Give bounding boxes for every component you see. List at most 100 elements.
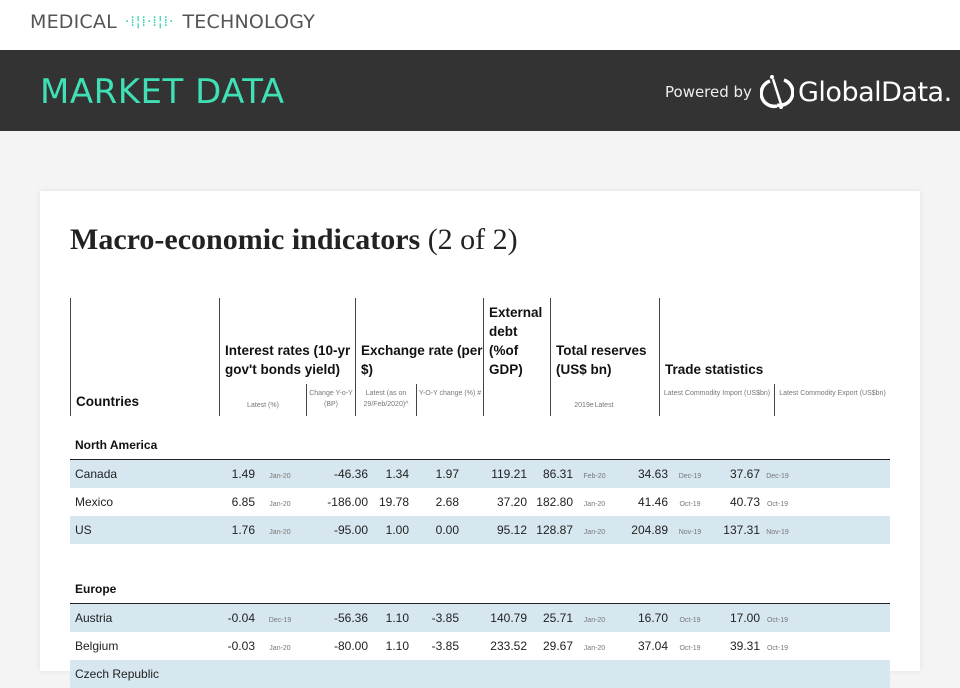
cell-exchange-yoy: -3.85: [431, 611, 459, 625]
subheader: Latest (%): [247, 402, 279, 409]
cell-interest-change: -186.00: [327, 495, 368, 509]
cell-exchange-yoy: -3.85: [431, 639, 459, 653]
section-header: Europe: [70, 560, 890, 604]
cell-country: Belgium: [75, 639, 119, 653]
cell-import: 41.46: [637, 495, 668, 509]
logo-text-right: TECHNOLOGY: [182, 11, 316, 33]
cell-external-debt: [459, 660, 527, 688]
cell-reserves: 128.87: [536, 523, 573, 537]
cell-external-debt: 233.52: [490, 639, 527, 653]
cell-export-date: Dec-19: [766, 473, 789, 480]
cell-interest-date: [255, 660, 305, 688]
cell-import-date: Oct-19: [679, 645, 701, 652]
subheader: Latest Commodity Export (US$bn): [779, 390, 886, 397]
cell-import: 34.63: [637, 467, 668, 481]
cell-export-date: Oct-19: [766, 501, 788, 508]
cell-exchange-yoy: 0.00: [435, 523, 459, 537]
cell-import-date: Dec-19: [678, 473, 702, 480]
dna-icon: ·⁞¦⁞·⁞¦⁞·: [124, 14, 175, 30]
cell-external-debt: 140.79: [490, 611, 527, 625]
cell-export-date: Oct-19: [766, 645, 788, 652]
market-data-banner: MARKET DATA Powered by GlobalData.: [0, 50, 960, 131]
cell-export: 39.31: [729, 639, 760, 653]
subheader: Latest: [594, 402, 614, 409]
cell-interest-latest: [219, 660, 255, 688]
cell-export: 40.73: [729, 495, 760, 509]
cell-import: 204.89: [631, 523, 668, 537]
cell-interest-latest: 1.76: [231, 523, 255, 537]
section-header: North America: [70, 416, 890, 460]
cell-reserves: [527, 660, 573, 688]
cell-exchange-yoy: 1.97: [435, 467, 459, 481]
header-external-debt: External debt (%of GDP): [489, 305, 543, 377]
table-header: Countries Interest rates (10-yr gov't bo…: [70, 298, 890, 416]
cell-reserves: 25.71: [542, 611, 573, 625]
cell-interest-date: Dec-19: [268, 617, 292, 624]
cell-reserves: 182.80: [536, 495, 573, 509]
cell-reserves: 86.31: [542, 467, 573, 481]
table-row: Austria -0.04 Dec-19 -56.36 1.10 -3.85 140.79 2…: [70, 604, 890, 632]
cell-exchange-latest: 1.34: [385, 467, 409, 481]
cell-reserves: 29.67: [542, 639, 573, 653]
table-body: North America Canada 1.49 Jan-20 -46.36 1.34 1…: [70, 416, 890, 688]
subheader: Y-O-Y change (%) #: [418, 390, 482, 397]
subheader: Latest (as on 29/Feb/2020)^: [363, 390, 409, 408]
cell-reserves-date: Jan-20: [583, 617, 606, 624]
cell-exchange-latest: 1.00: [385, 523, 409, 537]
cell-exchange-latest: 1.10: [385, 639, 409, 653]
cell-external-debt: 119.21: [491, 467, 527, 481]
cell-external-debt: 37.20: [496, 495, 527, 509]
table-row: Belgium -0.03 Jan-20 -80.00 1.10 -3.85 233.52 2…: [70, 632, 890, 660]
cell-country: Mexico: [75, 495, 114, 509]
cell-interest-latest: -0.03: [227, 639, 255, 653]
subheader: Latest Commodity Import (US$bn): [663, 390, 771, 397]
cell-country: US: [75, 523, 92, 537]
cell-interest-change: [305, 660, 368, 688]
subheader: 2019e: [574, 402, 594, 409]
indicators-table: Countries Interest rates (10-yr gov't bo…: [70, 298, 890, 688]
cell-external-debt: 95.12: [496, 523, 527, 537]
cell-country: Canada: [75, 467, 118, 481]
cell-reserves-date: Jan-20: [583, 645, 606, 652]
indicators-card: Macro-economic indicators (2 of 2) Count…: [40, 191, 920, 688]
cell-exchange-yoy: 2.68: [435, 495, 459, 509]
cell-reserves-date: Jan-20: [583, 501, 606, 508]
cell-reserves-date: Jan-20: [583, 529, 606, 536]
cell-interest-latest: -0.04: [227, 611, 255, 625]
cell-interest-date: Jan-20: [269, 645, 291, 652]
cell-export: [712, 660, 760, 688]
cell-exchange-latest: [368, 660, 409, 688]
cell-import: 16.70: [637, 611, 668, 625]
cell-export: 17.00: [729, 611, 760, 625]
globaldata-logo[interactable]: GlobalData.: [760, 74, 952, 110]
cell-exchange-latest: 19.78: [378, 495, 409, 509]
cell-interest-change: -80.00: [333, 639, 368, 653]
cell-interest-latest: 1.49: [231, 467, 255, 481]
site-header: MEDICAL ·⁞¦⁞·⁞¦⁞· TECHNOLOGY: [0, 0, 960, 50]
cell-interest-date: Jan-20: [269, 501, 291, 508]
cell-country: Czech Republic: [75, 667, 160, 681]
globaldata-wordmark: GlobalData.: [798, 76, 952, 108]
cell-export-date: [760, 660, 795, 688]
header-exchange-rate: Exchange rate (per $): [361, 343, 483, 377]
site-logo[interactable]: MEDICAL ·⁞¦⁞·⁞¦⁞· TECHNOLOGY: [30, 11, 315, 33]
subheader: Change Y-o-Y (BP): [309, 390, 353, 408]
cell-exchange-latest: 1.10: [385, 611, 409, 625]
cell-import-date: [668, 660, 712, 688]
cell-export: 37.67: [729, 467, 760, 481]
logo-text-left: MEDICAL: [30, 11, 117, 33]
globaldata-icon: [760, 75, 794, 109]
cell-exchange-yoy: [409, 660, 459, 688]
table-row: Mexico 6.85 Jan-20 -186.00 19.78 2.68 37.20 182…: [70, 488, 890, 516]
cell-import-date: Oct-19: [679, 501, 701, 508]
cell-interest-latest: 6.85: [231, 495, 255, 509]
powered-by-label: Powered by: [665, 83, 752, 101]
header-trade-statistics: Trade statistics: [665, 362, 764, 377]
header-countries: Countries: [76, 394, 140, 409]
cell-interest-date: Jan-20: [269, 529, 291, 536]
cell-export-date: Nov-19: [766, 529, 789, 536]
cell-country: Austria: [75, 611, 113, 625]
cell-interest-change: -56.36: [333, 611, 368, 625]
table-row: Czech Republic: [70, 660, 890, 688]
cell-import: [616, 660, 668, 688]
